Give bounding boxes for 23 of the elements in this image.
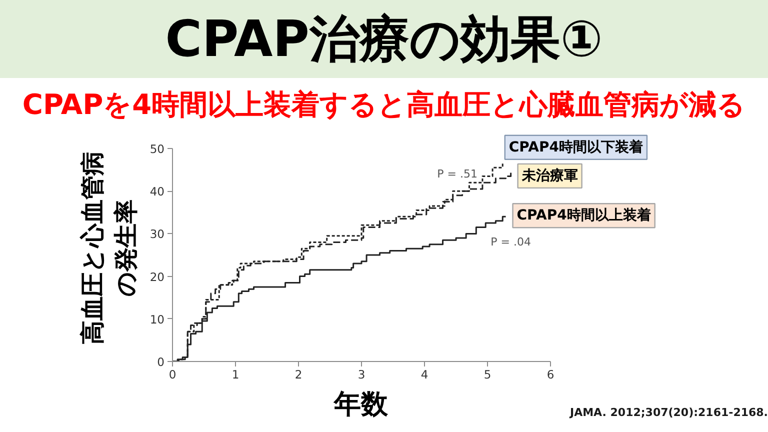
x-tick-label: 3 [358, 368, 366, 382]
x-tick-label: 4 [420, 368, 428, 382]
series-label: CPAP4時間以上装着 [516, 206, 651, 224]
y-tick-label: 30 [150, 227, 165, 242]
x-tick-label: 0 [168, 368, 176, 382]
x-tick-label: 6 [546, 368, 554, 382]
series-label: CPAP4時間以下装着 [508, 138, 643, 156]
y-axis-title: 高血圧と心血管病の発生率 [78, 152, 140, 344]
x-tick-label: 1 [232, 368, 240, 382]
annotation: P = .04 [490, 236, 531, 249]
annotation: P = .51 [437, 168, 478, 181]
x-tick-label: 5 [484, 368, 492, 382]
y-tick-label: 40 [150, 184, 165, 199]
chart-subtitle: CPAPを4時間以上装着すると高血圧と心臓血管病が減る [22, 87, 746, 123]
chart-title: CPAP治療の効果① [165, 9, 603, 70]
series-label: 未治療軍 [520, 166, 578, 184]
x-tick-label: 2 [294, 368, 302, 382]
y-tick-label: 10 [150, 312, 165, 326]
text: JAMA. 2012;307(20):2161-2168. [570, 405, 768, 421]
y-tick-label: 0 [157, 355, 165, 369]
y-tick-label: 20 [150, 270, 165, 284]
y-tick-label: 50 [150, 142, 165, 156]
x-axis-title: 年数 [334, 388, 388, 422]
